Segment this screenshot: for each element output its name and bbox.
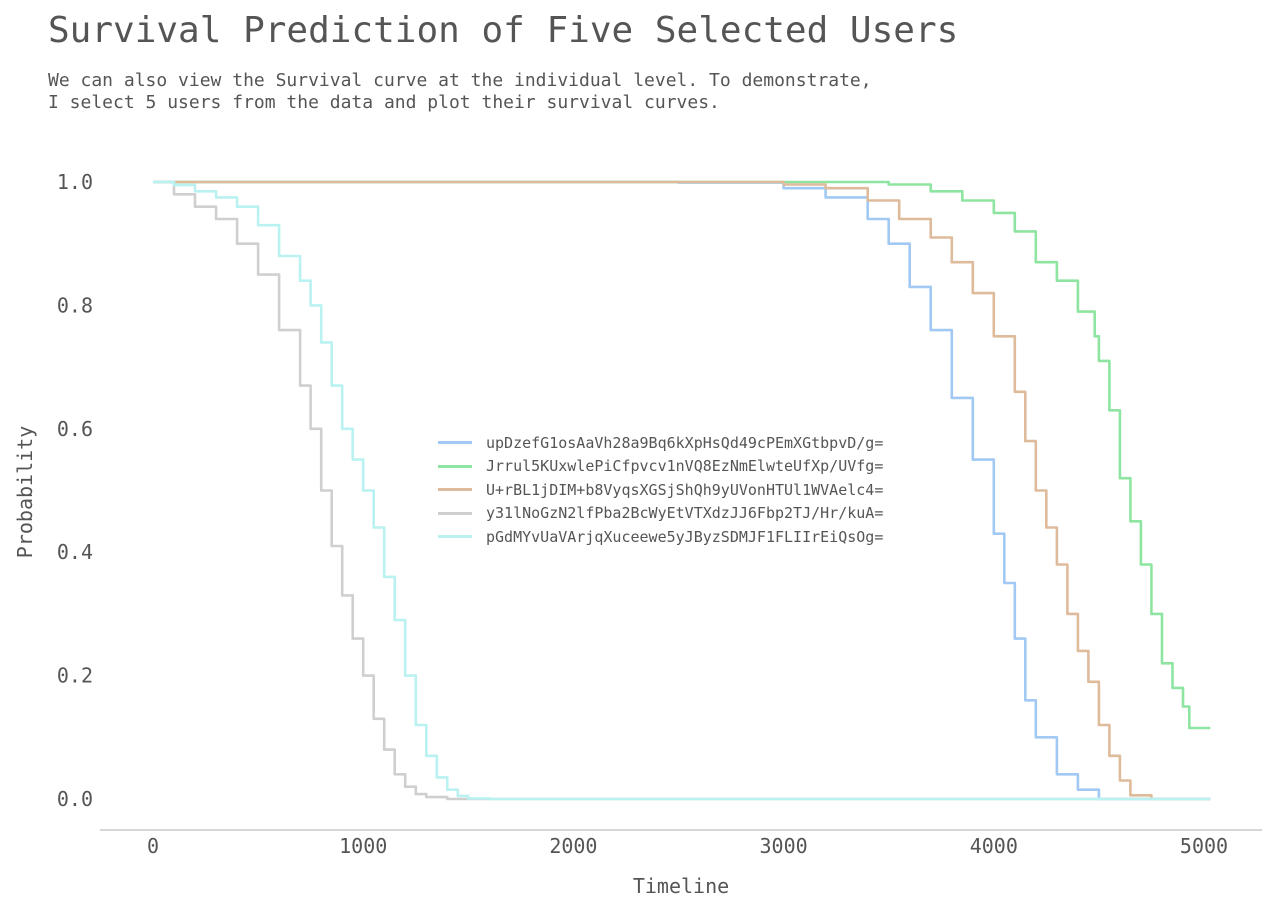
- legend-label: upDzefG1osAaVh28a9Bq6kXpHsQd49cPEmXGtbpv…: [486, 433, 884, 452]
- y-tick-label: 1.0: [57, 170, 93, 194]
- legend-label: y31lNoGzN2lfPba2BcWyEtVTXdzJJ6Fbp2TJ/Hr/…: [486, 504, 884, 523]
- chart-title: Survival Prediction of Five Selected Use…: [48, 10, 959, 51]
- legend-label: U+rBL1jDIM+b8VyqsXGSjShQh9yUVonHTUl1WVAe…: [486, 480, 884, 499]
- series-line-2: [153, 180, 1211, 730]
- legend-swatch: [438, 488, 472, 492]
- series-line-1: [153, 180, 1211, 801]
- y-tick-label: 0.4: [57, 540, 93, 564]
- legend-item: upDzefG1osAaVh28a9Bq6kXpHsQd49cPEmXGtbpv…: [438, 431, 883, 455]
- series-line-4: [153, 180, 1211, 801]
- legend-item: y31lNoGzN2lfPba2BcWyEtVTXdzJJ6Fbp2TJ/Hr/…: [438, 502, 883, 526]
- legend-swatch: [438, 441, 472, 445]
- y-tick-label: 0.0: [57, 787, 93, 811]
- chart-legend: upDzefG1osAaVh28a9Bq6kXpHsQd49cPEmXGtbpv…: [438, 431, 883, 549]
- x-tick-label: 5000: [1180, 834, 1228, 858]
- chart-subtitle: We can also view the Survival curve at t…: [48, 70, 872, 114]
- legend-label: pGdMYvUaVArjqXuceewe5yJByzSDMJF1FLIIrEiQ…: [486, 527, 884, 546]
- y-axis-label: Probability: [13, 426, 37, 558]
- legend-item: pGdMYvUaVArjqXuceewe5yJByzSDMJF1FLIIrEiQ…: [438, 525, 883, 549]
- legend-item: Jrrul5KUxwlePiCfpvcv1nVQ8EzNmElwteUfXp/U…: [438, 455, 883, 479]
- legend-label: Jrrul5KUxwlePiCfpvcv1nVQ8EzNmElwteUfXp/U…: [486, 457, 884, 476]
- subtitle-line-2: I select 5 users from the data and plot …: [48, 92, 720, 113]
- series-line-5: [153, 180, 1211, 801]
- legend-swatch: [438, 464, 472, 468]
- x-tick-label: 4000: [970, 834, 1018, 858]
- y-tick-label: 0.8: [57, 293, 93, 317]
- y-tick-label: 0.6: [57, 417, 93, 441]
- subtitle-line-1: We can also view the Survival curve at t…: [48, 70, 872, 91]
- series-line-3: [153, 180, 1211, 801]
- x-tick-label: 1000: [339, 834, 387, 858]
- legend-swatch: [438, 535, 472, 539]
- x-tick-label: 0: [147, 834, 159, 858]
- x-tick-label: 2000: [549, 834, 597, 858]
- legend-item: U+rBL1jDIM+b8VyqsXGSjShQh9yUVonHTUl1WVAe…: [438, 478, 883, 502]
- y-tick-label: 0.2: [57, 664, 93, 688]
- x-axis-label: Timeline: [633, 874, 729, 898]
- legend-swatch: [438, 511, 472, 515]
- x-tick-label: 3000: [760, 834, 808, 858]
